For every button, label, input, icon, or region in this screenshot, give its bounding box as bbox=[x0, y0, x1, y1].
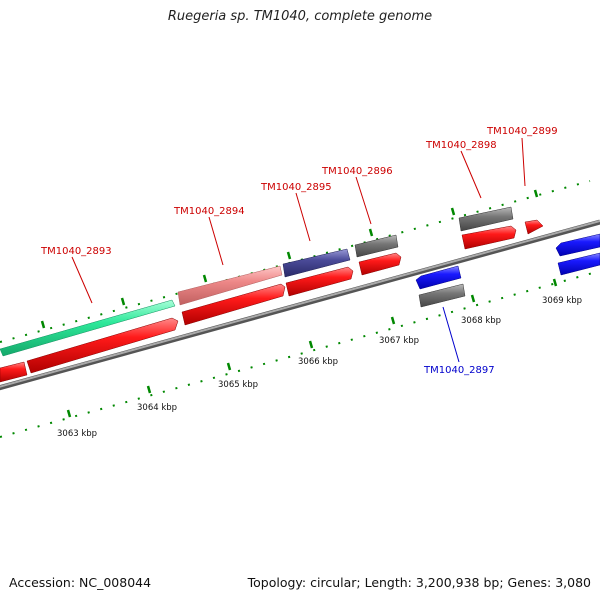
outer-reverse-track bbox=[418, 283, 466, 308]
topology-text: Topology: circular; Length: 3,200,938 bp… bbox=[247, 575, 591, 590]
cds-arrow[interactable] bbox=[524, 219, 544, 235]
cds-arrow[interactable] bbox=[415, 265, 462, 290]
backbone bbox=[0, 219, 600, 391]
position-labels: 3063 kbp 3064 kbp 3065 kbp 3066 kbp 3067… bbox=[57, 296, 582, 439]
gene-label[interactable]: TM1040_2893 bbox=[40, 246, 112, 257]
gene-bar[interactable] bbox=[177, 265, 283, 306]
cds-arrow[interactable] bbox=[0, 361, 28, 383]
gene-label[interactable]: TM1040_2898 bbox=[425, 140, 497, 151]
gene-bar[interactable] bbox=[354, 234, 399, 258]
gene-label[interactable]: TM1040_2897 bbox=[423, 365, 495, 376]
gene-bar[interactable] bbox=[282, 248, 351, 278]
position-label: 3064 kbp bbox=[137, 403, 177, 413]
position-label: 3067 kbp bbox=[379, 336, 419, 346]
gene-bar[interactable] bbox=[458, 206, 514, 232]
position-label: 3069 kbp bbox=[542, 296, 582, 306]
position-label: 3065 kbp bbox=[218, 380, 258, 390]
gene-bar[interactable] bbox=[0, 299, 176, 357]
cds-arrow[interactable] bbox=[358, 252, 402, 276]
inner-forward-track bbox=[0, 219, 544, 383]
accession-text: Accession: NC_008044 bbox=[9, 575, 152, 590]
position-label: 3066 kbp bbox=[298, 357, 338, 367]
gene-label[interactable]: TM1040_2896 bbox=[321, 166, 393, 177]
cds-arrow[interactable] bbox=[26, 317, 179, 374]
cds-arrow[interactable] bbox=[181, 283, 286, 326]
gene-label[interactable]: TM1040_2899 bbox=[486, 126, 558, 137]
inner-reverse-track bbox=[415, 233, 600, 290]
position-label: 3063 kbp bbox=[57, 429, 97, 439]
page-title: Ruegeria sp. TM1040, complete genome bbox=[167, 9, 433, 24]
outer-forward-track bbox=[0, 206, 514, 357]
gene-label[interactable]: TM1040_2895 bbox=[260, 182, 332, 193]
cds-arrow[interactable] bbox=[555, 233, 600, 257]
position-label: 3068 kbp bbox=[461, 316, 501, 326]
cds-arrow[interactable] bbox=[285, 266, 354, 297]
label-leaders bbox=[71, 137, 526, 363]
upper-ticks bbox=[40, 189, 539, 329]
gene-labels: TM1040_2893 TM1040_2894 TM1040_2895 TM10… bbox=[40, 126, 558, 376]
cds-arrow[interactable] bbox=[461, 225, 517, 250]
cds-arrow[interactable] bbox=[557, 252, 600, 276]
position-ticks bbox=[66, 278, 558, 418]
gene-label[interactable]: TM1040_2894 bbox=[173, 206, 245, 217]
gene-bar[interactable] bbox=[418, 283, 466, 308]
